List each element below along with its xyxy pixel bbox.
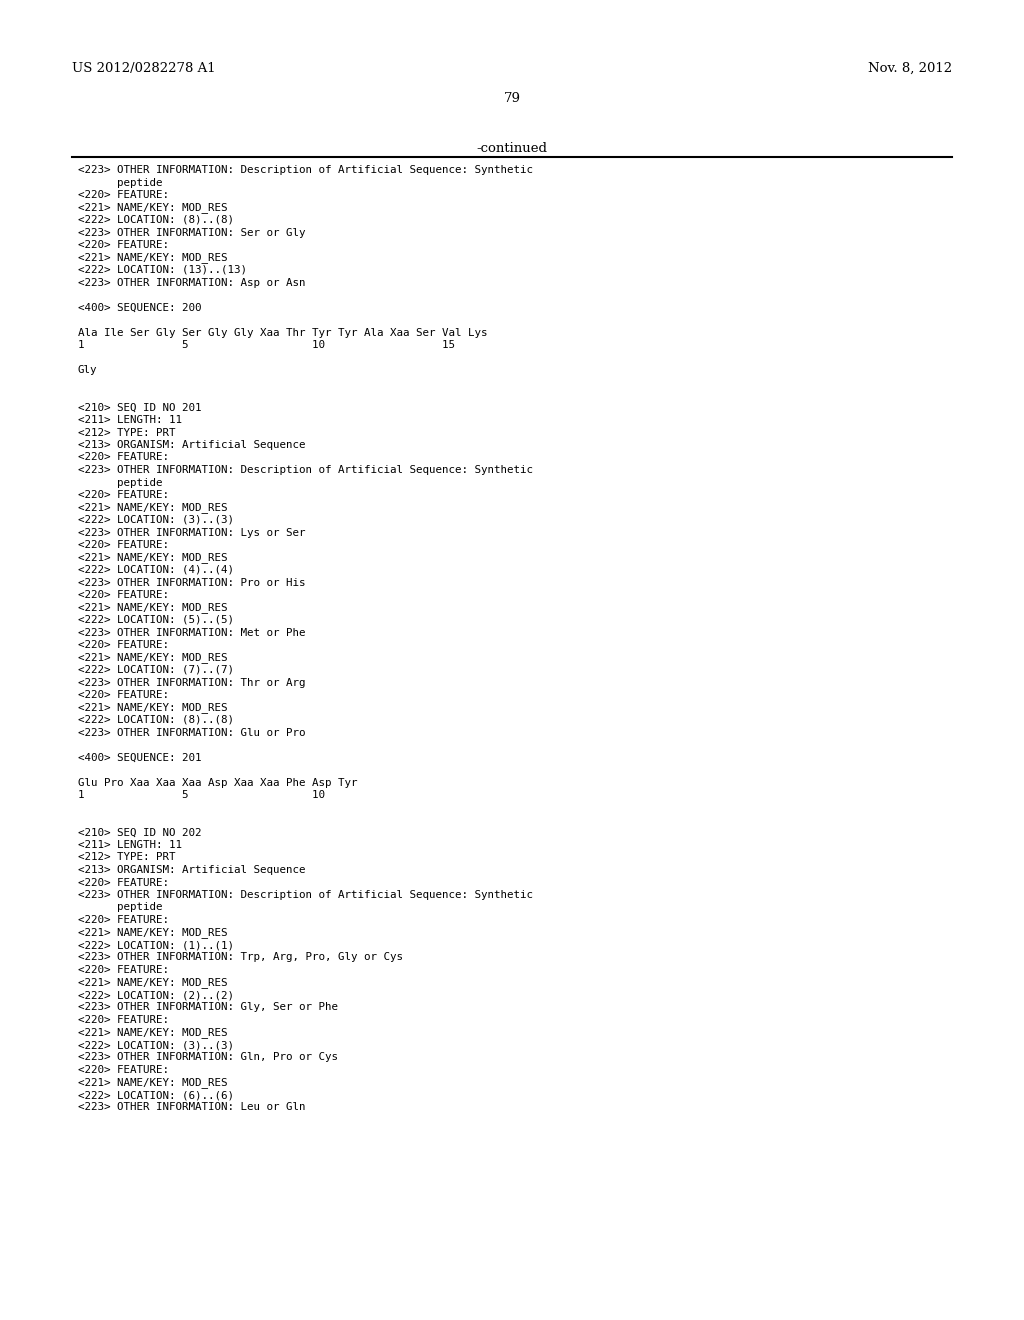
Text: <220> FEATURE:: <220> FEATURE: xyxy=(78,915,169,925)
Text: <220> FEATURE:: <220> FEATURE: xyxy=(78,490,169,500)
Text: <223> OTHER INFORMATION: Description of Artificial Sequence: Synthetic: <223> OTHER INFORMATION: Description of … xyxy=(78,165,534,176)
Text: <221> NAME/KEY: MOD_RES: <221> NAME/KEY: MOD_RES xyxy=(78,503,227,513)
Text: <400> SEQUENCE: 200: <400> SEQUENCE: 200 xyxy=(78,302,202,313)
Text: <223> OTHER INFORMATION: Gln, Pro or Cys: <223> OTHER INFORMATION: Gln, Pro or Cys xyxy=(78,1052,338,1063)
Text: peptide: peptide xyxy=(78,478,163,487)
Text: <221> NAME/KEY: MOD_RES: <221> NAME/KEY: MOD_RES xyxy=(78,252,227,264)
Text: <221> NAME/KEY: MOD_RES: <221> NAME/KEY: MOD_RES xyxy=(78,202,227,214)
Text: <222> LOCATION: (3)..(3): <222> LOCATION: (3)..(3) xyxy=(78,515,234,525)
Text: <223> OTHER INFORMATION: Pro or His: <223> OTHER INFORMATION: Pro or His xyxy=(78,578,305,587)
Text: <211> LENGTH: 11: <211> LENGTH: 11 xyxy=(78,414,182,425)
Text: <221> NAME/KEY: MOD_RES: <221> NAME/KEY: MOD_RES xyxy=(78,928,227,939)
Text: <212> TYPE: PRT: <212> TYPE: PRT xyxy=(78,428,175,437)
Text: <223> OTHER INFORMATION: Thr or Arg: <223> OTHER INFORMATION: Thr or Arg xyxy=(78,677,305,688)
Text: <400> SEQUENCE: 201: <400> SEQUENCE: 201 xyxy=(78,752,202,763)
Text: <223> OTHER INFORMATION: Ser or Gly: <223> OTHER INFORMATION: Ser or Gly xyxy=(78,227,305,238)
Text: <221> NAME/KEY: MOD_RES: <221> NAME/KEY: MOD_RES xyxy=(78,553,227,564)
Text: <221> NAME/KEY: MOD_RES: <221> NAME/KEY: MOD_RES xyxy=(78,652,227,664)
Text: <221> NAME/KEY: MOD_RES: <221> NAME/KEY: MOD_RES xyxy=(78,1027,227,1039)
Text: <220> FEATURE:: <220> FEATURE: xyxy=(78,1065,169,1074)
Text: <222> LOCATION: (6)..(6): <222> LOCATION: (6)..(6) xyxy=(78,1090,234,1100)
Text: 1               5                   10                  15: 1 5 10 15 xyxy=(78,341,455,350)
Text: <220> FEATURE:: <220> FEATURE: xyxy=(78,1015,169,1026)
Text: <221> NAME/KEY: MOD_RES: <221> NAME/KEY: MOD_RES xyxy=(78,978,227,989)
Text: US 2012/0282278 A1: US 2012/0282278 A1 xyxy=(72,62,216,75)
Text: 1               5                   10: 1 5 10 xyxy=(78,789,325,800)
Text: Ala Ile Ser Gly Ser Gly Gly Xaa Thr Tyr Tyr Ala Xaa Ser Val Lys: Ala Ile Ser Gly Ser Gly Gly Xaa Thr Tyr … xyxy=(78,327,487,338)
Text: <223> OTHER INFORMATION: Glu or Pro: <223> OTHER INFORMATION: Glu or Pro xyxy=(78,727,305,738)
Text: <220> FEATURE:: <220> FEATURE: xyxy=(78,453,169,462)
Text: <222> LOCATION: (8)..(8): <222> LOCATION: (8)..(8) xyxy=(78,215,234,224)
Text: <222> LOCATION: (5)..(5): <222> LOCATION: (5)..(5) xyxy=(78,615,234,624)
Text: <222> LOCATION: (3)..(3): <222> LOCATION: (3)..(3) xyxy=(78,1040,234,1049)
Text: <223> OTHER INFORMATION: Lys or Ser: <223> OTHER INFORMATION: Lys or Ser xyxy=(78,528,305,537)
Text: <221> NAME/KEY: MOD_RES: <221> NAME/KEY: MOD_RES xyxy=(78,702,227,713)
Text: peptide: peptide xyxy=(78,177,163,187)
Text: <210> SEQ ID NO 202: <210> SEQ ID NO 202 xyxy=(78,828,202,837)
Text: <213> ORGANISM: Artificial Sequence: <213> ORGANISM: Artificial Sequence xyxy=(78,440,305,450)
Text: <223> OTHER INFORMATION: Met or Phe: <223> OTHER INFORMATION: Met or Phe xyxy=(78,627,305,638)
Text: <212> TYPE: PRT: <212> TYPE: PRT xyxy=(78,853,175,862)
Text: <222> LOCATION: (2)..(2): <222> LOCATION: (2)..(2) xyxy=(78,990,234,1001)
Text: <211> LENGTH: 11: <211> LENGTH: 11 xyxy=(78,840,182,850)
Text: Gly: Gly xyxy=(78,366,97,375)
Text: <220> FEATURE:: <220> FEATURE: xyxy=(78,540,169,550)
Text: <220> FEATURE:: <220> FEATURE: xyxy=(78,590,169,601)
Text: -continued: -continued xyxy=(476,143,548,154)
Text: <210> SEQ ID NO 201: <210> SEQ ID NO 201 xyxy=(78,403,202,412)
Text: <221> NAME/KEY: MOD_RES: <221> NAME/KEY: MOD_RES xyxy=(78,602,227,614)
Text: <220> FEATURE:: <220> FEATURE: xyxy=(78,690,169,700)
Text: <222> LOCATION: (7)..(7): <222> LOCATION: (7)..(7) xyxy=(78,665,234,675)
Text: <222> LOCATION: (1)..(1): <222> LOCATION: (1)..(1) xyxy=(78,940,234,950)
Text: <213> ORGANISM: Artificial Sequence: <213> ORGANISM: Artificial Sequence xyxy=(78,865,305,875)
Text: <220> FEATURE:: <220> FEATURE: xyxy=(78,878,169,887)
Text: <220> FEATURE:: <220> FEATURE: xyxy=(78,240,169,249)
Text: <223> OTHER INFORMATION: Leu or Gln: <223> OTHER INFORMATION: Leu or Gln xyxy=(78,1102,305,1113)
Text: Glu Pro Xaa Xaa Xaa Asp Xaa Xaa Phe Asp Tyr: Glu Pro Xaa Xaa Xaa Asp Xaa Xaa Phe Asp … xyxy=(78,777,357,788)
Text: <222> LOCATION: (8)..(8): <222> LOCATION: (8)..(8) xyxy=(78,715,234,725)
Text: <221> NAME/KEY: MOD_RES: <221> NAME/KEY: MOD_RES xyxy=(78,1077,227,1089)
Text: <222> LOCATION: (4)..(4): <222> LOCATION: (4)..(4) xyxy=(78,565,234,576)
Text: <223> OTHER INFORMATION: Gly, Ser or Phe: <223> OTHER INFORMATION: Gly, Ser or Phe xyxy=(78,1002,338,1012)
Text: 79: 79 xyxy=(504,92,520,106)
Text: <223> OTHER INFORMATION: Trp, Arg, Pro, Gly or Cys: <223> OTHER INFORMATION: Trp, Arg, Pro, … xyxy=(78,953,403,962)
Text: <223> OTHER INFORMATION: Asp or Asn: <223> OTHER INFORMATION: Asp or Asn xyxy=(78,277,305,288)
Text: <222> LOCATION: (13)..(13): <222> LOCATION: (13)..(13) xyxy=(78,265,247,275)
Text: <223> OTHER INFORMATION: Description of Artificial Sequence: Synthetic: <223> OTHER INFORMATION: Description of … xyxy=(78,890,534,900)
Text: <220> FEATURE:: <220> FEATURE: xyxy=(78,640,169,649)
Text: Nov. 8, 2012: Nov. 8, 2012 xyxy=(868,62,952,75)
Text: peptide: peptide xyxy=(78,903,163,912)
Text: <223> OTHER INFORMATION: Description of Artificial Sequence: Synthetic: <223> OTHER INFORMATION: Description of … xyxy=(78,465,534,475)
Text: <220> FEATURE:: <220> FEATURE: xyxy=(78,190,169,201)
Text: <220> FEATURE:: <220> FEATURE: xyxy=(78,965,169,975)
